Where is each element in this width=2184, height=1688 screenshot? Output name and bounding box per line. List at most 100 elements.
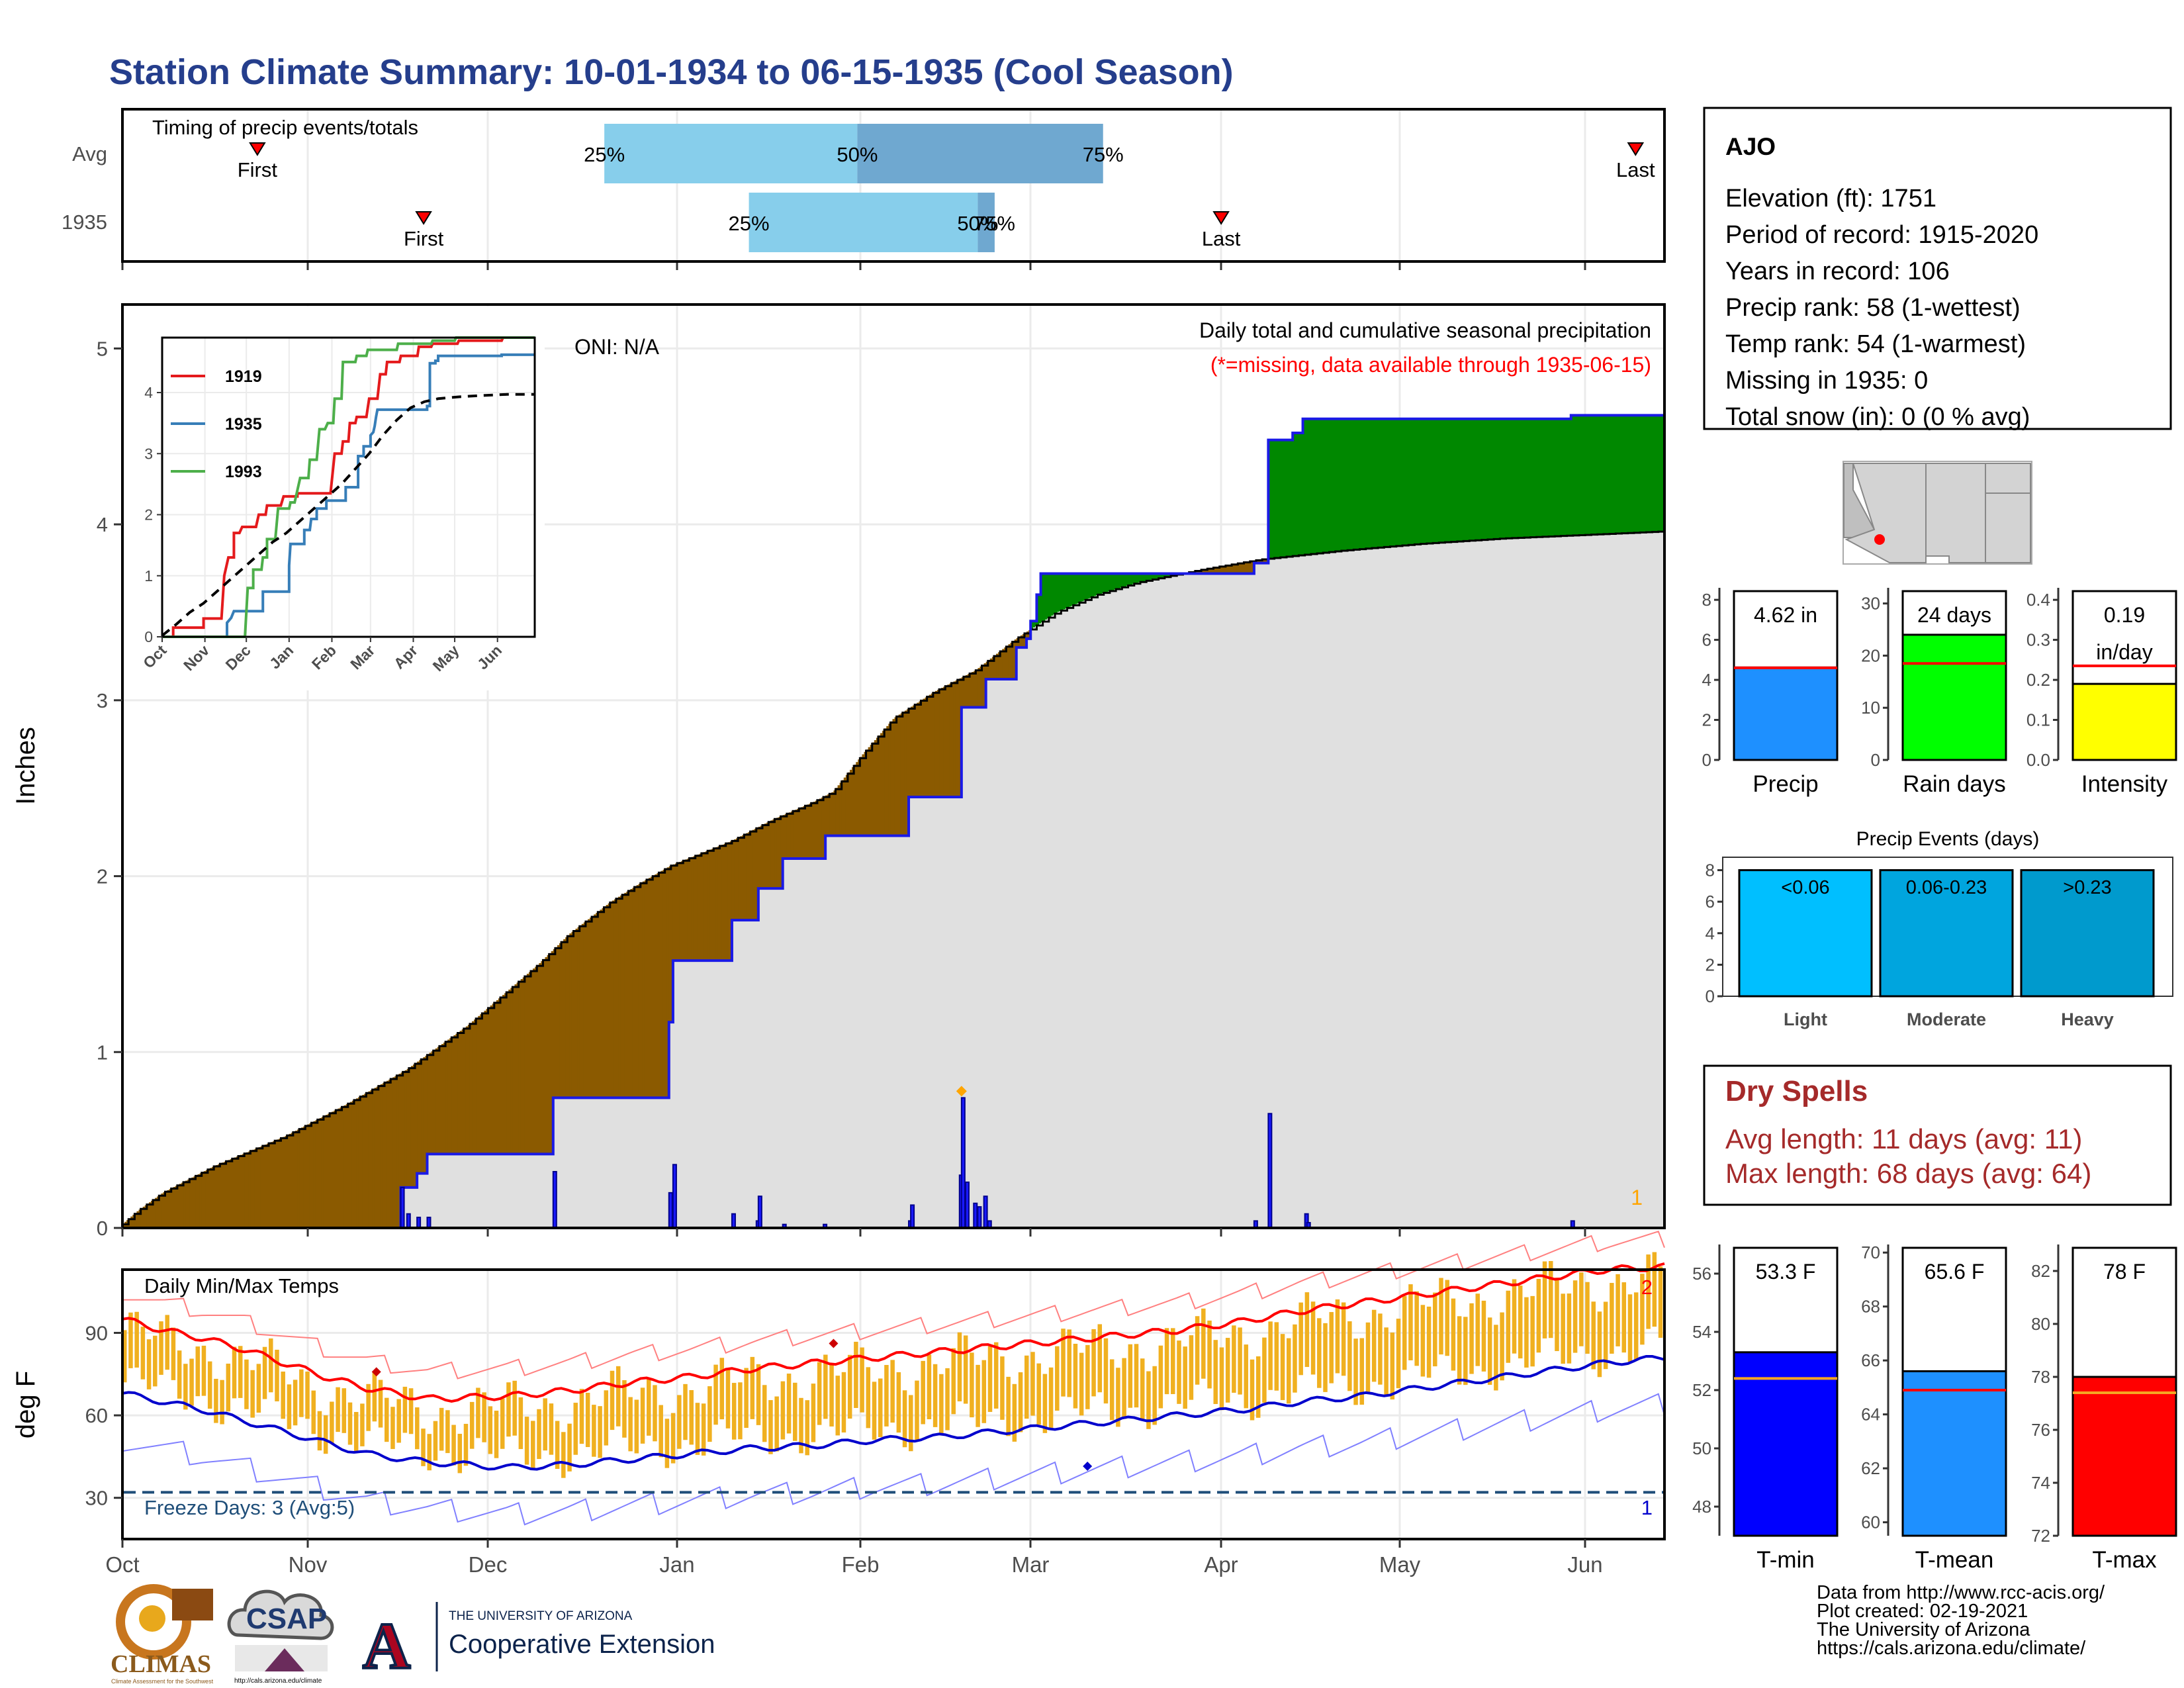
deficit-area <box>711 849 714 961</box>
deficit-area <box>630 888 633 1098</box>
surplus-area <box>1572 415 1576 536</box>
deficit-area <box>415 1062 418 1188</box>
deficit-area <box>1225 565 1228 574</box>
deficit-area <box>419 1060 422 1174</box>
surplus-area <box>1614 415 1616 534</box>
daily-temp-bar <box>1079 1352 1084 1416</box>
daily-temp-bar <box>1201 1308 1206 1379</box>
station-missing: Missing in 1935: 0 <box>1725 367 1928 395</box>
deficit-area <box>443 1042 446 1154</box>
logo-strip: CLIMAS Climate Assessment for the Southw… <box>111 1584 715 1685</box>
ua-logo-top: THE UNIVERSITY OF ARIZONA <box>449 1609 633 1623</box>
record-low-count: 1 <box>1641 1496 1653 1519</box>
deficit-area <box>874 740 877 836</box>
daily-temp-bar <box>153 1335 158 1387</box>
deficit-area <box>1242 562 1245 574</box>
surplus-area <box>1280 440 1283 557</box>
deficit-area <box>594 914 596 1098</box>
deficit-area <box>244 1152 247 1228</box>
surplus-area <box>1449 418 1452 542</box>
precip-events-bar-label: <0.06 <box>1781 877 1829 898</box>
daily-temp-bar <box>695 1403 700 1455</box>
surplus-area <box>1623 415 1627 534</box>
daily-temp-bar <box>1512 1279 1517 1354</box>
tmean-bar <box>1901 1370 2007 1537</box>
deficit-area <box>921 700 924 797</box>
deficit-area <box>647 879 649 1098</box>
daily-temp-bar <box>140 1327 146 1380</box>
deficit-area <box>754 829 757 920</box>
temp-y-tick-label: 60 <box>85 1404 108 1427</box>
surplus-area <box>1341 418 1344 551</box>
precip-chart-subtitle: (*=missing, data available through 1935-… <box>1210 353 1651 377</box>
surplus-area <box>1555 418 1557 537</box>
surplus-area <box>1542 418 1545 537</box>
deficit-area <box>543 959 546 1154</box>
deficit-area <box>279 1139 282 1228</box>
month-label-jun: Jun <box>1567 1552 1602 1577</box>
deficit-area <box>581 923 584 1098</box>
csap-logo: CSAP http://cals.arizona.edu/climate <box>227 1589 334 1685</box>
daily-temp-bar <box>1384 1327 1388 1396</box>
deficit-area <box>963 676 966 708</box>
daily-temp-bar <box>317 1411 322 1451</box>
tmean-y-tick-label: 64 <box>1861 1405 1880 1425</box>
dry-spells-box: Dry Spells Avg length: 11 days (avg: 11)… <box>1703 1064 2172 1206</box>
tmin-y-tick-label: 48 <box>1692 1497 1711 1517</box>
deficit-area <box>153 1199 156 1228</box>
surplus-area <box>1333 418 1336 552</box>
deficit-area <box>165 1191 168 1228</box>
deficit-area <box>860 757 863 836</box>
daily-temp-bar <box>512 1380 517 1436</box>
precip-y-tick-label: 1 <box>97 1041 108 1064</box>
surplus-area <box>1504 418 1507 539</box>
quartile-bar-25-50 <box>749 193 978 252</box>
surplus-area <box>1144 573 1147 581</box>
deficit-area <box>653 875 655 1098</box>
deficit-area <box>132 1215 136 1228</box>
deficit-area <box>1264 559 1267 563</box>
surplus-area <box>1477 418 1480 540</box>
deficit-area <box>880 733 883 836</box>
daily-temp-bar <box>439 1407 444 1451</box>
deficit-area <box>968 674 970 708</box>
surplus-area <box>1658 415 1661 532</box>
surplus-area <box>1441 418 1443 543</box>
deficit-area <box>866 749 869 836</box>
daily-temp-bar <box>299 1369 304 1417</box>
daily-temp-bar <box>823 1354 828 1419</box>
daily-temp-bar <box>1652 1252 1657 1327</box>
deficit-area <box>1020 635 1023 648</box>
deficit-area <box>862 754 865 836</box>
deficit-area <box>674 863 678 961</box>
tmax-y-tick-label: 78 <box>2031 1367 2050 1387</box>
deficit-area <box>1197 570 1200 574</box>
surplus-area <box>1465 418 1468 541</box>
deficit-area <box>1230 564 1232 574</box>
daily-temp-bar <box>1171 1328 1175 1395</box>
deficit-area <box>343 1105 347 1228</box>
deficit-area <box>307 1124 310 1228</box>
surplus-area <box>1081 573 1084 602</box>
deficit-area <box>709 849 712 961</box>
deficit-area <box>626 891 629 1098</box>
deficit-area <box>561 941 564 1098</box>
timing-row-label-avg: Avg <box>72 142 107 165</box>
daily-temp-bar <box>1109 1359 1115 1421</box>
deficit-area <box>218 1164 220 1228</box>
climas-logo-subtext: Climate Assessment for the Southwest <box>111 1678 214 1685</box>
daily-temp-bar <box>207 1361 212 1409</box>
deficit-area <box>201 1172 205 1228</box>
deficit-area <box>181 1182 184 1228</box>
surplus-area <box>1164 573 1167 577</box>
deficit-area <box>1234 563 1236 574</box>
precip-events-category: Light <box>1784 1009 1827 1029</box>
surplus-area <box>1597 415 1600 535</box>
daily-temp-bar <box>347 1402 353 1445</box>
surplus-area <box>1158 573 1161 579</box>
daily-temp-bar <box>518 1397 523 1450</box>
deficit-area <box>854 765 856 836</box>
deficit-area <box>387 1080 389 1228</box>
tmax-y-tick-label: 74 <box>2031 1473 2050 1493</box>
daily-temp-bar <box>872 1382 877 1440</box>
